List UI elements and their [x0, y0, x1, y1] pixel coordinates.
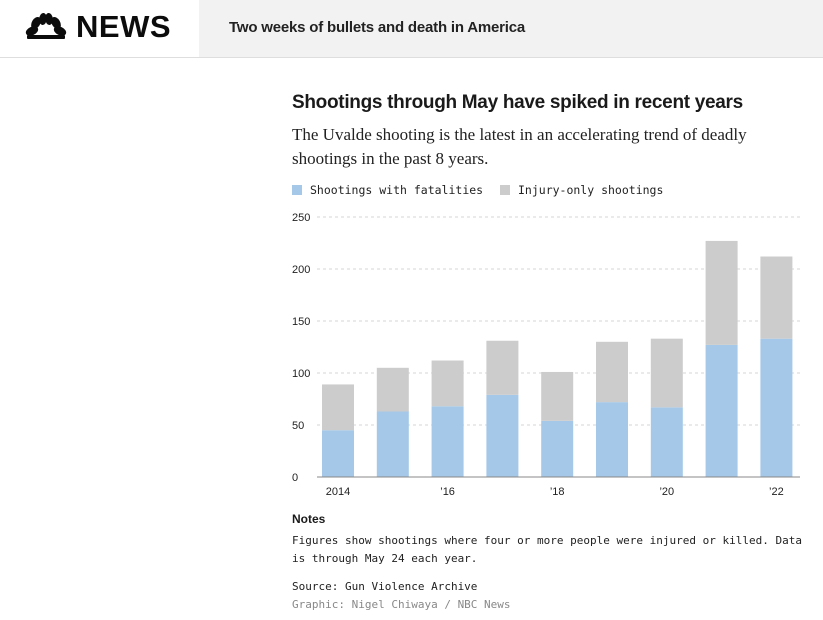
bar-fatal [541, 420, 574, 477]
bar-fatal [760, 338, 793, 477]
stacked-bar-chart: 0 50 100 150 200 250 2014 ’16 ’18 ’20 ’22 [292, 212, 800, 498]
x-tick-label: ’20 [659, 486, 674, 498]
y-tick-label: 250 [292, 212, 310, 224]
graphic-credit: Graphic: Nigel Chiwaya / NBC News [292, 598, 511, 611]
chart-subtitle: The Uvalde shooting is the latest in an … [292, 125, 747, 168]
article-headline[interactable]: Two weeks of bullets and death in Americ… [229, 19, 526, 36]
legend-label-fatal: Shootings with fatalities [310, 183, 484, 197]
bar-fatal [322, 430, 354, 477]
bar-fatal [431, 406, 464, 477]
chart-title: Shootings through May have spiked in rec… [292, 92, 743, 113]
bar-injury [705, 240, 738, 345]
source-line: Source: Gun Violence Archive [292, 580, 478, 593]
bar-injury [596, 341, 628, 403]
bar-fatal [596, 402, 628, 477]
logo-text: NEWS [76, 9, 171, 44]
bar-injury [650, 338, 683, 408]
notes-text: Figures show shootings where four or mor… [292, 534, 802, 565]
y-tick-label: 200 [292, 264, 310, 276]
x-tick-label: ’18 [550, 486, 565, 498]
y-tick-label: 150 [292, 316, 310, 328]
bar-injury [486, 340, 519, 395]
bar-fatal [650, 407, 683, 477]
legend-item-fatal: Shootings with fatalities [292, 183, 483, 197]
bar-injury [322, 384, 354, 431]
x-tick-label: ’16 [440, 486, 455, 498]
peacock-icon [25, 13, 67, 39]
bar-fatal [376, 411, 409, 477]
legend-item-injury: Injury-only shootings [500, 183, 663, 197]
y-tick-label: 50 [292, 420, 304, 432]
bar-injury [541, 371, 574, 421]
bar-fatal [705, 344, 738, 477]
notes-title: Notes [292, 512, 326, 526]
y-tick-label: 100 [292, 368, 310, 380]
x-tick-label: 2014 [326, 486, 350, 498]
nbc-news-logo[interactable]: NEWS [0, 0, 199, 57]
bar-injury [376, 367, 409, 412]
legend-label-injury: Injury-only shootings [518, 183, 664, 197]
y-tick-label: 0 [292, 472, 298, 484]
legend-swatch-injury [500, 185, 510, 195]
bar-fatal [486, 394, 519, 477]
x-tick-label: ’22 [769, 486, 784, 498]
site-header: NEWS Two weeks of bullets and death in A… [0, 0, 823, 58]
legend-swatch-fatal [292, 185, 302, 195]
bar-injury [431, 360, 464, 407]
bar-injury [760, 256, 793, 339]
